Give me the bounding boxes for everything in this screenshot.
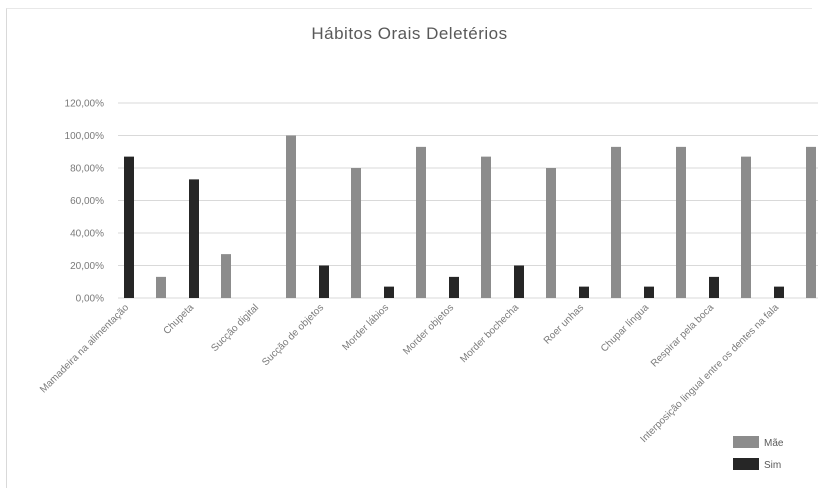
category-label: Roer unhas — [542, 302, 586, 346]
bar-mae — [481, 156, 491, 298]
bar-sim — [579, 286, 589, 298]
category-label: Chupar língua — [599, 302, 652, 355]
bar-sim — [709, 276, 719, 298]
bar-sim — [124, 156, 134, 298]
bar-sim — [189, 179, 199, 298]
legend-label: Sim — [764, 460, 781, 471]
y-tick-label: 60,00% — [70, 196, 104, 207]
bar-mae — [546, 168, 556, 298]
category-label: Chupeta — [162, 302, 197, 337]
y-tick-label: 20,00% — [70, 261, 104, 272]
category-label: Sucção digital — [209, 302, 261, 354]
bar-mae — [676, 146, 686, 298]
category-label: Mamadeira na alimentação — [38, 302, 131, 395]
bar-sim — [449, 276, 459, 298]
bar-mae — [351, 168, 361, 298]
legend-swatch — [733, 458, 759, 470]
bar-mae — [221, 254, 231, 298]
chart-title: Hábitos Orais Deletérios — [311, 24, 508, 43]
category-label: Interposição lingual entre os dentes na … — [639, 302, 782, 445]
bar-sim — [514, 265, 524, 298]
y-tick-label: 40,00% — [70, 229, 104, 240]
bar-mae — [741, 156, 751, 298]
bar-sim — [774, 286, 784, 298]
bar-sim — [644, 286, 654, 298]
y-tick-label: 120,00% — [65, 99, 105, 110]
y-tick-label: 100,00% — [65, 131, 105, 142]
legend-label: Mãe — [764, 438, 784, 449]
category-label: Morder lábios — [340, 302, 391, 353]
bar-sim — [384, 286, 394, 298]
y-tick-label: 80,00% — [70, 164, 104, 175]
y-tick-label: 0,00% — [76, 294, 104, 305]
legend-swatch — [733, 436, 759, 448]
chart-frame — [6, 8, 812, 488]
bar-mae — [416, 146, 426, 298]
category-label: Morder bochecha — [458, 302, 521, 365]
bar-mae — [611, 146, 621, 298]
bar-sim — [319, 265, 329, 298]
bar-mae — [286, 135, 296, 298]
category-label: Morder objetos — [401, 302, 456, 357]
category-label: Respirar pela boca — [649, 302, 716, 369]
category-label: Sucção de objetos — [260, 302, 326, 368]
bar-mae — [806, 146, 816, 298]
bar-mae — [156, 276, 166, 298]
